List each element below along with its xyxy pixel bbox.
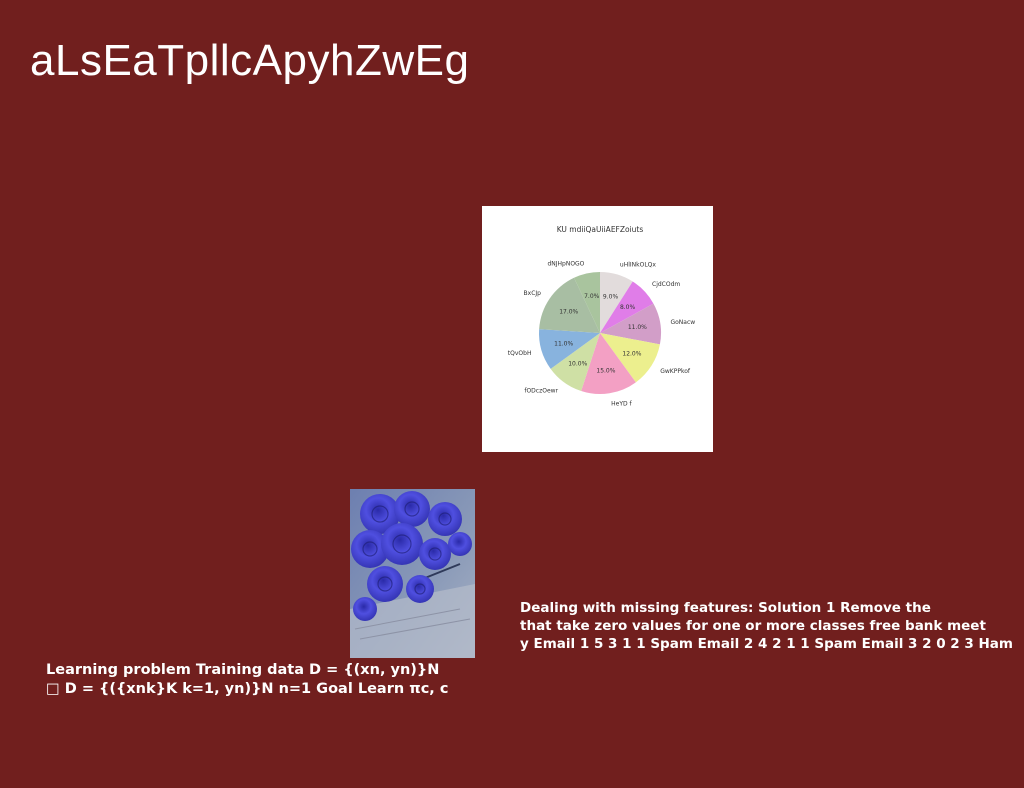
- missing-features-text: Dealing with missing features: Solution …: [520, 599, 1013, 653]
- pie-slice-7: [539, 277, 600, 333]
- slide-title: aLsEaTpllcApyhZwEg: [30, 36, 470, 85]
- pie-category-label: uHlINkOLQx: [620, 261, 657, 268]
- text-line: Dealing with missing features: Solution …: [520, 600, 931, 616]
- pie-category-label: fODczOewr: [524, 388, 558, 395]
- pie-slice-4: [581, 333, 636, 394]
- pie-slice-6: [539, 329, 600, 369]
- pie-percent-label: 9.0%: [603, 294, 619, 301]
- pie-slice-3: [600, 333, 660, 383]
- pie-percent-label: 11.0%: [554, 341, 573, 348]
- pie-slices: [539, 272, 661, 394]
- pie-percent-label: 17.0%: [559, 309, 578, 316]
- pie-category-label: dNJHpNOGO: [547, 260, 584, 267]
- text-line: that take zero values for one or more cl…: [520, 618, 986, 634]
- pie-category-label: GoNacw: [670, 319, 695, 326]
- pie-percent-label: 7.0%: [584, 293, 600, 300]
- pie-category-label: HeYD f: [611, 400, 632, 407]
- pie-percent-label: 15.0%: [596, 367, 615, 374]
- pie-slice-5: [550, 333, 600, 392]
- pie-labels: 9.0% uHlINkOLQx 8.0% CjdCOdm 11.0% GoNacw 12.0…: [508, 260, 695, 407]
- pie-slice-1: [600, 281, 654, 333]
- pie-category-label: GwKPPkof: [660, 368, 691, 375]
- text-line: y Email 1 5 3 1 1 Spam Email 2 4 2 1 1 S…: [520, 636, 1013, 652]
- pie-percent-label: 8.0%: [620, 304, 636, 311]
- pie-slice-8: [574, 272, 600, 333]
- learning-problem-text: Learning problem Training data D = {(xn,…: [46, 661, 448, 698]
- roses-photo-image: [350, 489, 475, 658]
- pie-category-label: tQvObH: [508, 350, 532, 357]
- pie-chart: KU mdiiQaUiiAEFZoiuts 9.0% uHlINkOLQx 8.0%…: [482, 206, 713, 452]
- roses-photo: [350, 489, 475, 658]
- pie-category-label: BxCJp: [524, 290, 542, 297]
- pie-chart-svg: KU mdiiQaUiiAEFZoiuts 9.0% uHlINkOLQx 8.0%…: [508, 225, 695, 407]
- pie-slice-0: [600, 272, 633, 333]
- text-line: □ D = {({xnk}K k=1, yn)}N n=1 Goal Learn…: [46, 680, 449, 697]
- pie-slice-2: [600, 303, 661, 345]
- chart-title: KU mdiiQaUiiAEFZoiuts: [557, 225, 644, 234]
- pie-percent-label: 11.0%: [628, 324, 647, 331]
- pie-percent-label: 10.0%: [568, 361, 587, 368]
- pie-percent-label: 12.0%: [622, 350, 641, 357]
- pie-category-label: CjdCOdm: [652, 281, 680, 288]
- text-line: Learning problem Training data D = {(xn,…: [46, 662, 440, 678]
